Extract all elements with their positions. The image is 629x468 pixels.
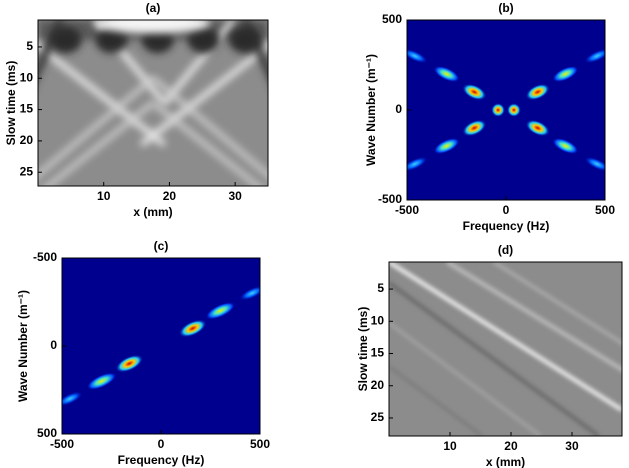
y-tick-label: 500	[37, 426, 57, 440]
image-blob	[433, 137, 460, 155]
y-tick-label: 10	[371, 313, 385, 327]
image-blob	[525, 83, 550, 101]
image-blob	[525, 119, 550, 137]
x-tick-label: -500	[395, 203, 419, 217]
x-axis-label: Frequency (Hz)	[118, 453, 205, 467]
y-tick-label: 15	[371, 346, 385, 360]
x-tick-label: 500	[250, 437, 270, 451]
image-stripe	[38, 20, 65, 80]
image-stripe	[187, 26, 220, 54]
chart-title: (a)	[146, 1, 161, 15]
x-tick-label: 30	[228, 189, 242, 203]
x-tick-label: 10	[97, 189, 111, 203]
y-axis-label: Slow time (ms)	[356, 307, 370, 392]
panel: -500 0 500 500 0 -500 (b) Frequency (Hz) Wave Nu…	[364, 1, 615, 233]
panel: 10 20 30 5 10 15 20 25 (d) x (mm) Slow time (ms)	[356, 243, 623, 468]
image-stripe	[389, 365, 484, 436]
image-blob	[552, 137, 579, 155]
image	[38, 20, 268, 186]
y-tick-label: 500	[382, 12, 402, 26]
image-bg	[407, 20, 605, 200]
image-stripe	[38, 42, 167, 147]
image-stripe	[49, 26, 82, 54]
image-blob	[506, 103, 521, 117]
image-stripe	[493, 262, 622, 345]
y-tick-label: 10	[20, 70, 34, 84]
image-blob	[407, 156, 428, 172]
image-bg	[62, 258, 260, 434]
image-stripe	[151, 101, 262, 186]
image-stripe	[95, 20, 211, 34]
image-blob	[552, 65, 579, 83]
x-axis-label: Frequency (Hz)	[463, 219, 550, 233]
x-tick-label: 0	[158, 437, 165, 451]
image-stripe	[44, 101, 155, 186]
image-blob	[584, 48, 605, 64]
x-tick-label: 20	[163, 189, 177, 203]
image-blob	[462, 119, 487, 137]
image-blob	[62, 391, 83, 407]
image-stripe	[141, 26, 174, 54]
x-axis-label: x (mm)	[486, 455, 525, 468]
image-stripe	[389, 321, 542, 436]
chart-title: (d)	[498, 243, 513, 257]
y-tick-label: 5	[26, 39, 33, 53]
image	[407, 20, 605, 200]
image-stripe	[389, 262, 622, 412]
y-tick-label: 20	[20, 133, 34, 147]
x-axis-label: x (mm)	[133, 205, 172, 219]
x-tick-label: 500	[595, 203, 615, 217]
y-tick-label: 25	[20, 164, 34, 178]
y-axis-label: Wave Number (m⁻¹)	[364, 54, 378, 166]
image-blob	[407, 48, 428, 64]
image-blob	[433, 65, 460, 83]
image-stripe	[446, 262, 622, 372]
image-blob	[491, 102, 506, 117]
image-blob	[205, 302, 236, 320]
y-axis-label: Slow time (ms)	[4, 61, 18, 146]
image-blob	[239, 285, 260, 301]
y-tick-label: 25	[371, 410, 385, 424]
image-stripe	[151, 76, 268, 179]
image-blob	[178, 319, 207, 338]
chart-title: (b)	[498, 1, 513, 15]
image-bg	[389, 262, 622, 436]
y-tick-label: 0	[50, 338, 57, 352]
image-stripe	[95, 26, 128, 54]
image-stripe	[38, 76, 155, 179]
image-blob	[462, 83, 487, 101]
x-tick-label: 30	[565, 439, 579, 453]
x-tick-label: 0	[503, 203, 510, 217]
y-tick-label: 20	[371, 378, 385, 392]
panel: 10 20 30 5 10 15 20 25 (a) x (mm) Slow time (ms)	[4, 1, 269, 219]
image-stripe	[139, 42, 268, 147]
image-stripe	[389, 281, 600, 436]
y-tick-label: -500	[33, 250, 57, 264]
x-tick-label: 20	[504, 439, 518, 453]
image	[62, 258, 260, 434]
x-tick-label: 10	[443, 439, 457, 453]
y-tick-label: 5	[377, 281, 384, 295]
image-stripe	[228, 26, 262, 54]
image-stripe	[162, 20, 236, 105]
y-tick-label: 15	[20, 102, 34, 116]
plot-frame	[388, 261, 623, 437]
y-tick-label: -500	[378, 192, 402, 206]
plot-frame	[37, 19, 269, 187]
image-blob	[86, 372, 117, 390]
y-axis-label: Wave Number (m⁻¹)	[16, 290, 30, 402]
image	[389, 262, 622, 436]
x-tick-label: -500	[50, 437, 74, 451]
y-tick-label: 0	[395, 102, 402, 116]
image-blob	[584, 156, 605, 172]
chart-title: (c)	[154, 239, 169, 253]
image-blob	[115, 354, 144, 373]
